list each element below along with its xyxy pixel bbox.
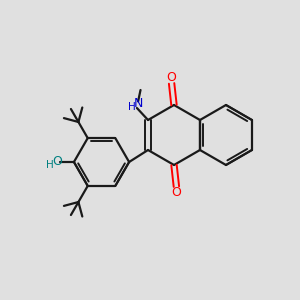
- Text: N: N: [134, 97, 143, 110]
- Text: H: H: [46, 160, 54, 170]
- Text: O: O: [52, 155, 62, 168]
- Text: H: H: [128, 102, 135, 112]
- Text: O: O: [172, 186, 181, 199]
- Text: O: O: [167, 71, 176, 84]
